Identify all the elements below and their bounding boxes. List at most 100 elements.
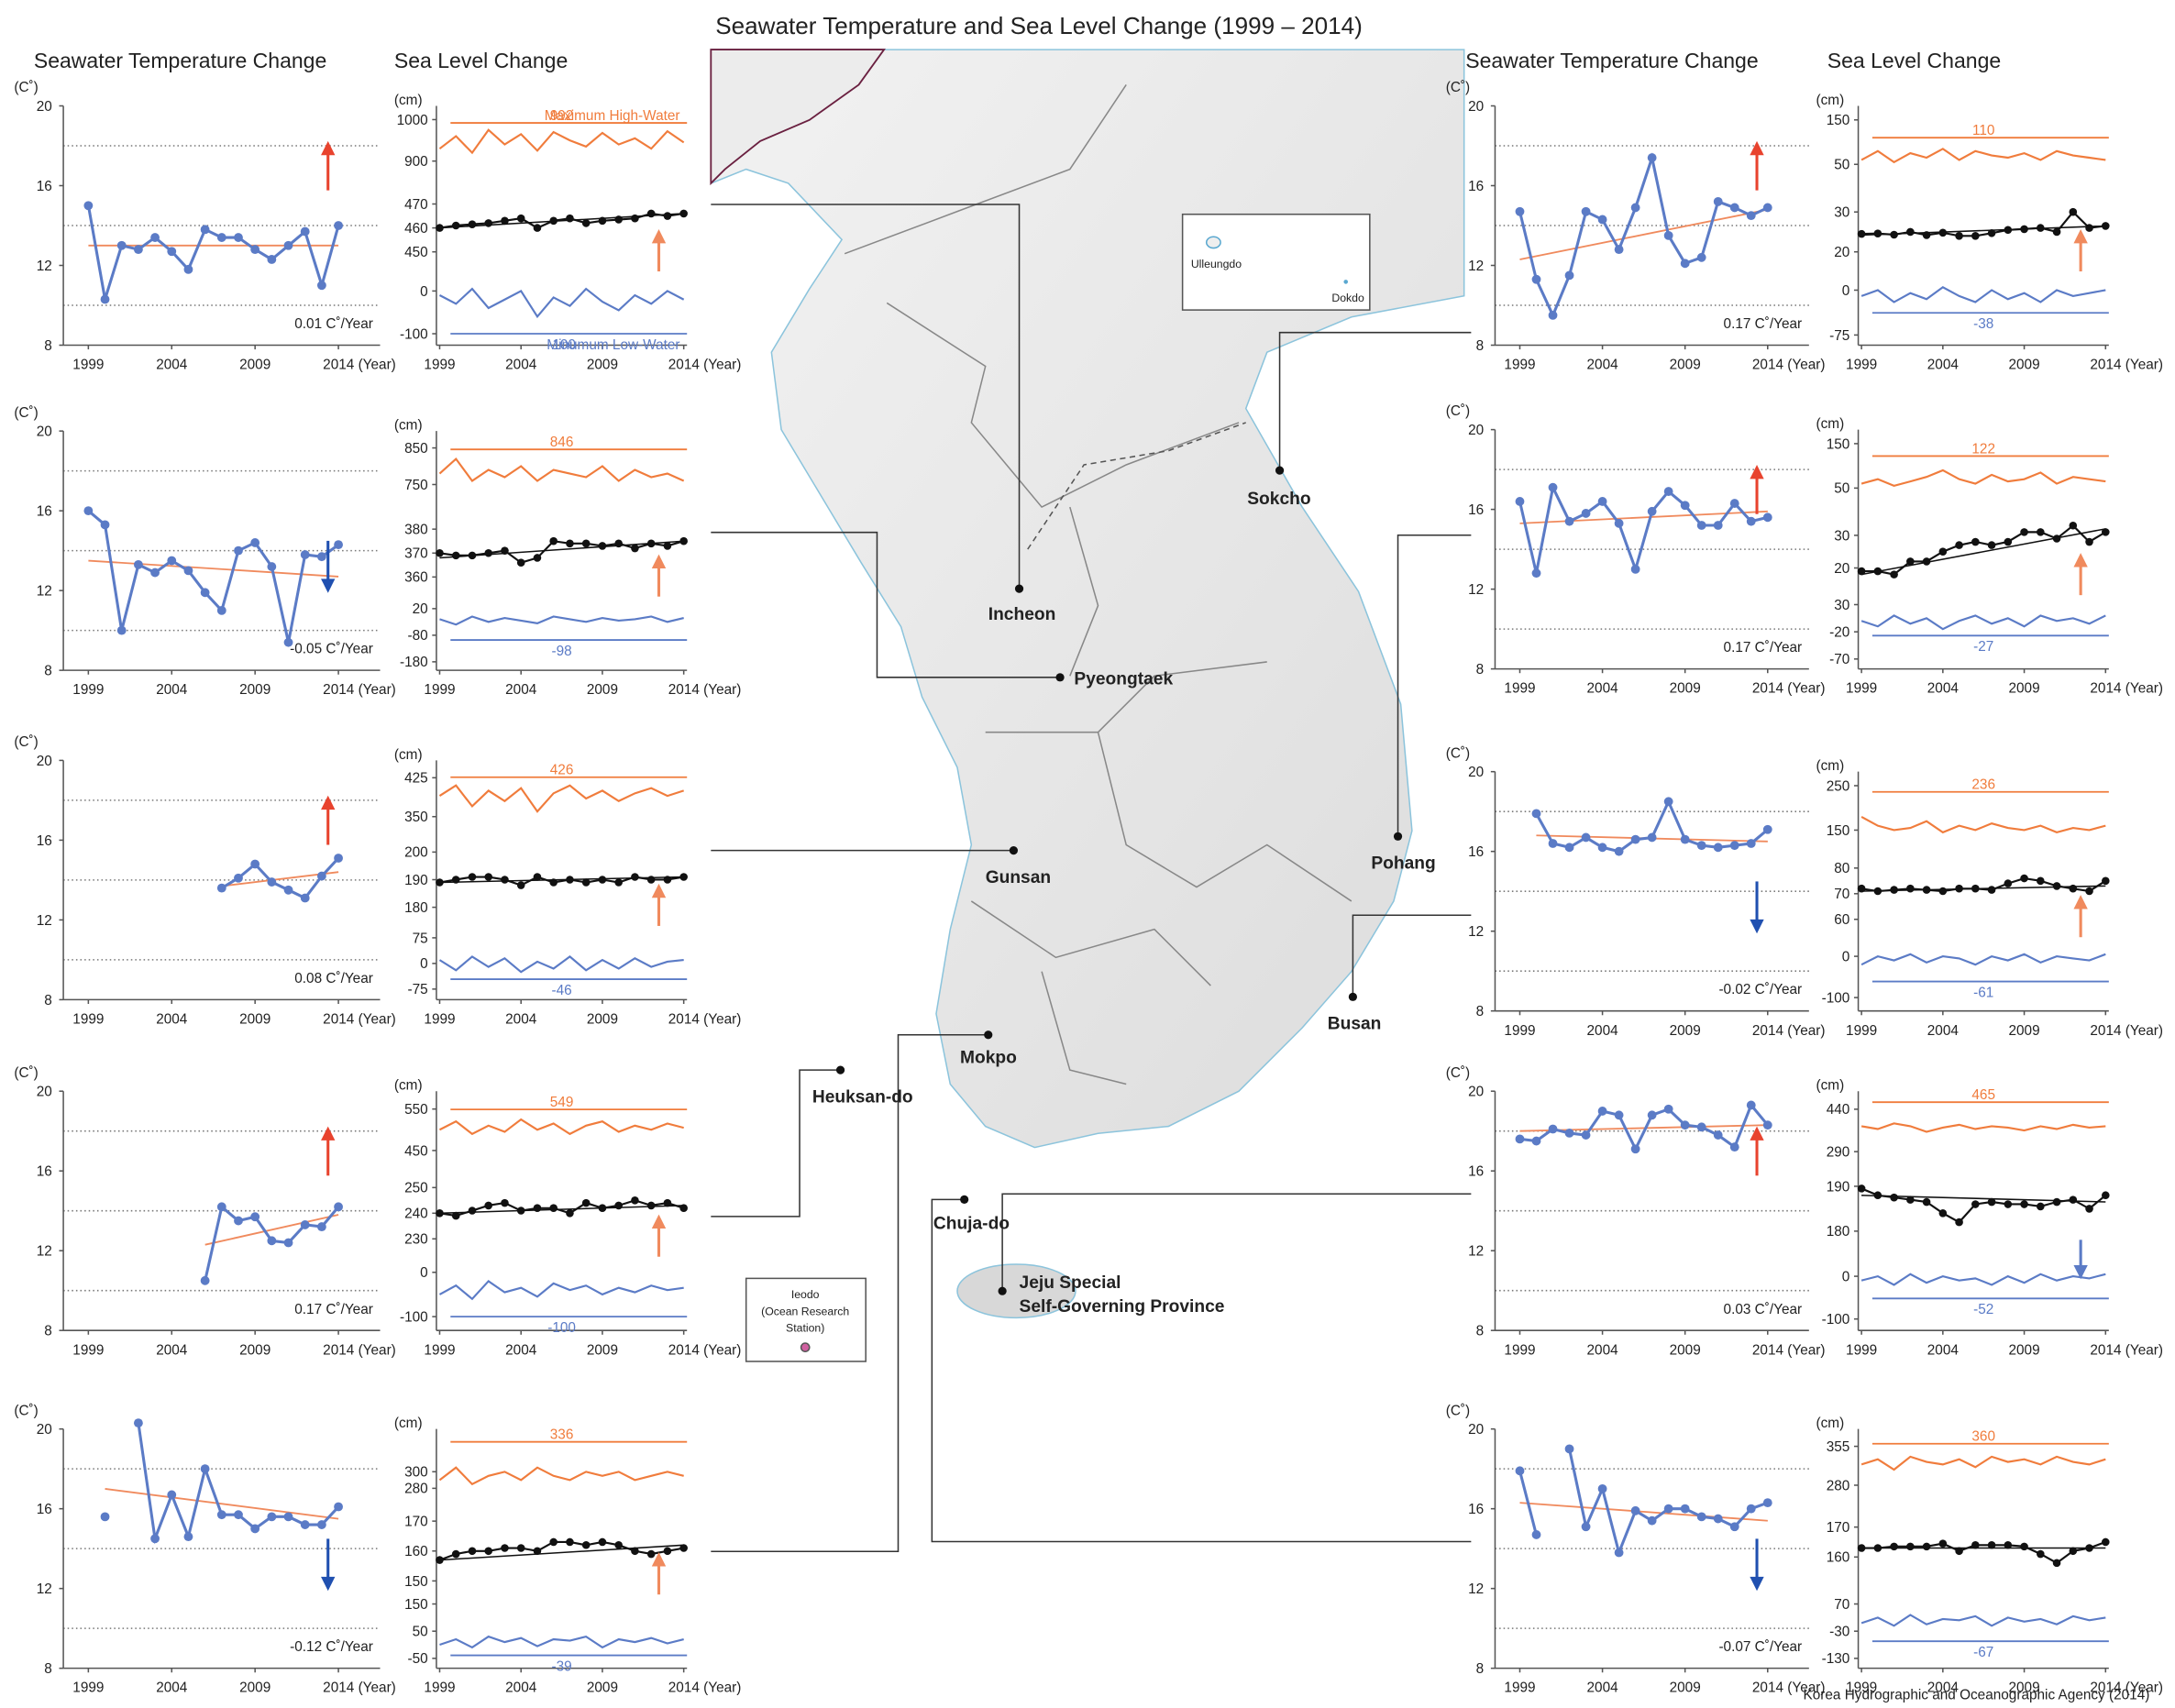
sea-level-point xyxy=(452,876,460,884)
rate-label: -0.12 C˚/Year xyxy=(290,1639,373,1655)
temperature-point xyxy=(201,1276,210,1285)
sea-level-point xyxy=(484,873,492,881)
y-tick-label: -100 xyxy=(1822,990,1850,1006)
sea-level-point xyxy=(1858,1544,1866,1552)
temperature-point xyxy=(250,245,259,254)
sea-level-point xyxy=(2102,528,2110,536)
sea-level-point xyxy=(436,1556,444,1564)
y-tick-label: 20 xyxy=(1468,99,1484,115)
y-tick-label: 16 xyxy=(1468,1502,1484,1517)
place-dot xyxy=(1010,846,1018,854)
reference-label: 465 xyxy=(1971,1087,1995,1103)
y-tick-label: 355 xyxy=(1827,1439,1850,1455)
temperature-point xyxy=(1763,512,1772,522)
temperature-point xyxy=(1664,1105,1673,1114)
temperature-point xyxy=(1582,1130,1591,1140)
temperature-point xyxy=(1615,847,1624,856)
temperature-point xyxy=(1532,275,1541,284)
temperature-point xyxy=(1714,1515,1723,1524)
temperature-point xyxy=(301,894,310,903)
temperature-point xyxy=(1615,1548,1624,1558)
sea-level-point xyxy=(647,1202,656,1210)
y-axis-unit: (C˚) xyxy=(1446,403,1470,419)
sea-level-point xyxy=(1890,231,1898,239)
temperature-point xyxy=(1598,843,1607,852)
y-tick-label: 12 xyxy=(37,1244,52,1260)
sea-level-point xyxy=(452,552,460,560)
sea-level-point xyxy=(1988,886,1996,894)
sea-level-point xyxy=(2037,224,2045,232)
sea-level-line xyxy=(439,1636,683,1647)
section-header: Seawater Temperature Change xyxy=(34,49,326,72)
y-tick-label: 30 xyxy=(1834,598,1849,613)
x-tick-label: 2004 xyxy=(1587,1680,1619,1696)
temperature-point xyxy=(1631,1144,1640,1153)
x-tick-label: 2009 xyxy=(2008,1023,2039,1039)
place-label: Jeju Special xyxy=(1020,1273,1121,1293)
sea-level-point xyxy=(501,1199,509,1207)
x-tick-label: 2009 xyxy=(1670,1023,1701,1039)
trend-arrow-head xyxy=(321,579,335,592)
ieodo-dot xyxy=(801,1343,810,1351)
y-axis-unit: (C˚) xyxy=(1446,745,1470,761)
y-tick-label: 20 xyxy=(1834,245,1849,260)
temperature-point xyxy=(1664,487,1673,496)
y-axis-unit: (cm) xyxy=(1816,416,1845,432)
y-tick-label: 300 xyxy=(404,1465,428,1481)
sea-level-point xyxy=(2004,538,2013,546)
sea-level-point xyxy=(1939,1209,1948,1218)
sea-level-point xyxy=(436,1209,444,1218)
x-tick-label: 2004 xyxy=(505,358,537,373)
reference-label: -100 xyxy=(547,1320,576,1336)
temperature-point xyxy=(134,560,143,569)
sea-level-point xyxy=(679,1544,688,1552)
temperature-point xyxy=(1714,843,1723,852)
y-axis-unit: (cm) xyxy=(1816,93,1845,108)
trend-line xyxy=(1861,529,2105,575)
x-tick-label: 1999 xyxy=(1846,1342,1877,1358)
x-tick-label: 2014 (Year) xyxy=(668,1012,742,1028)
trend-arrow-head xyxy=(1750,1577,1763,1591)
sea-level-point xyxy=(484,549,492,557)
temperature-point xyxy=(1730,841,1739,850)
y-tick-label: 8 xyxy=(1476,338,1485,354)
reference-label: -98 xyxy=(551,644,571,659)
y-tick-label: 150 xyxy=(1827,823,1850,839)
temperature-point xyxy=(1714,521,1723,530)
island xyxy=(1207,237,1220,248)
y-tick-label: 50 xyxy=(1834,158,1849,173)
temperature-line xyxy=(1519,488,1767,573)
trend-arrow-head xyxy=(321,141,335,155)
trend-arrow-head xyxy=(2073,553,2087,567)
sea-level-point xyxy=(2037,877,2045,886)
place-dot xyxy=(1275,467,1284,475)
y-tick-label: 70 xyxy=(1834,887,1849,902)
sea-level-point xyxy=(2070,208,2078,216)
island xyxy=(1343,280,1348,284)
y-tick-label: 380 xyxy=(404,523,428,538)
y-tick-label: 460 xyxy=(404,221,428,237)
temperature-point xyxy=(1697,1122,1706,1131)
x-tick-label: 2009 xyxy=(2008,1342,2039,1358)
sea-level-point xyxy=(631,545,639,553)
sea-level-point xyxy=(566,1538,574,1547)
leader-line xyxy=(1280,333,1472,470)
temperature-point xyxy=(284,886,293,895)
place-dot xyxy=(836,1066,845,1074)
y-tick-label: 8 xyxy=(1476,1661,1485,1677)
sea-level-point xyxy=(549,537,558,545)
reference-name: Minumum Low-Water xyxy=(547,337,679,353)
x-tick-label: 2014 (Year) xyxy=(2090,1342,2163,1358)
temperature-line xyxy=(138,1423,338,1538)
temperature-point xyxy=(201,588,210,597)
x-tick-label: 1999 xyxy=(1846,1023,1877,1039)
trend-arrow-head xyxy=(652,1215,666,1229)
sea-level-point xyxy=(469,873,477,881)
y-tick-label: 20 xyxy=(37,754,52,769)
temperature-point xyxy=(334,1202,343,1211)
x-tick-label: 2004 xyxy=(156,1680,188,1696)
sea-level-point xyxy=(534,1204,542,1212)
temperature-point xyxy=(150,1534,160,1543)
temperature-point xyxy=(1598,1107,1607,1116)
temperature-point xyxy=(1615,245,1624,254)
